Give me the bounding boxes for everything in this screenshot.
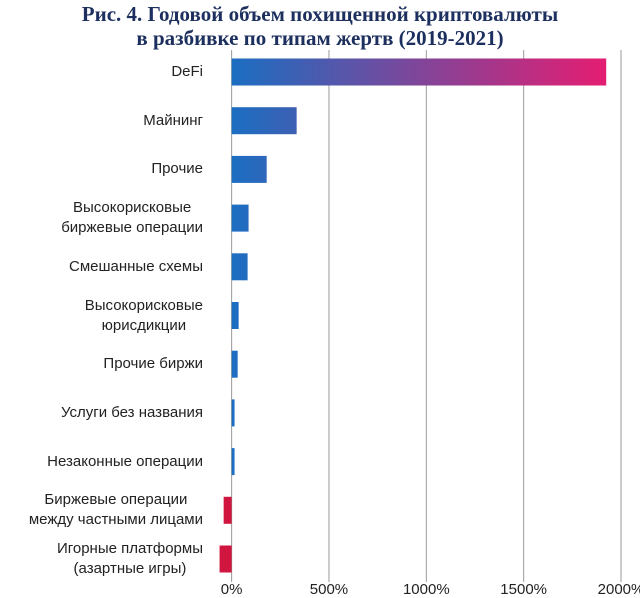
bar [231,448,235,476]
y-tick-label: Игорные платформы (азартные игры) [56,540,203,577]
y-tick-label: Смешанные схемы [69,257,203,275]
bar [231,399,235,427]
y-tick-label: DeFi [171,63,203,80]
bar [231,58,607,86]
chart-title: Рис. 4. Годовой объем похищенной криптов… [81,2,559,50]
y-tick-label: Майнинг [143,111,203,129]
y-tick-label: Высокорисковые биржевые операции [61,199,203,237]
x-tick-label: 1000% [403,581,450,598]
y-tick-label: Прочие биржи [103,355,203,373]
y-tick-label: Высокорисковые юрисдикции [84,296,203,334]
x-tick-label: 500% [310,581,348,598]
bar [223,496,232,524]
bar [231,350,238,378]
y-tick-label: Биржевые операции между частными лицами [28,491,203,529]
bar [231,302,239,329]
x-tick-label: 0% [221,581,243,598]
bar [231,155,267,183]
bar [231,204,249,232]
bar [219,545,232,573]
x-tick-label: 1500% [500,581,547,598]
bar [231,107,297,135]
y-tick-label: Незаконные операции [47,452,203,470]
bar [231,253,248,281]
y-tick-label: Услуги без названия [60,403,203,421]
y-tick-label: Прочие [151,160,203,178]
x-tick-label: 2000% [598,581,640,598]
